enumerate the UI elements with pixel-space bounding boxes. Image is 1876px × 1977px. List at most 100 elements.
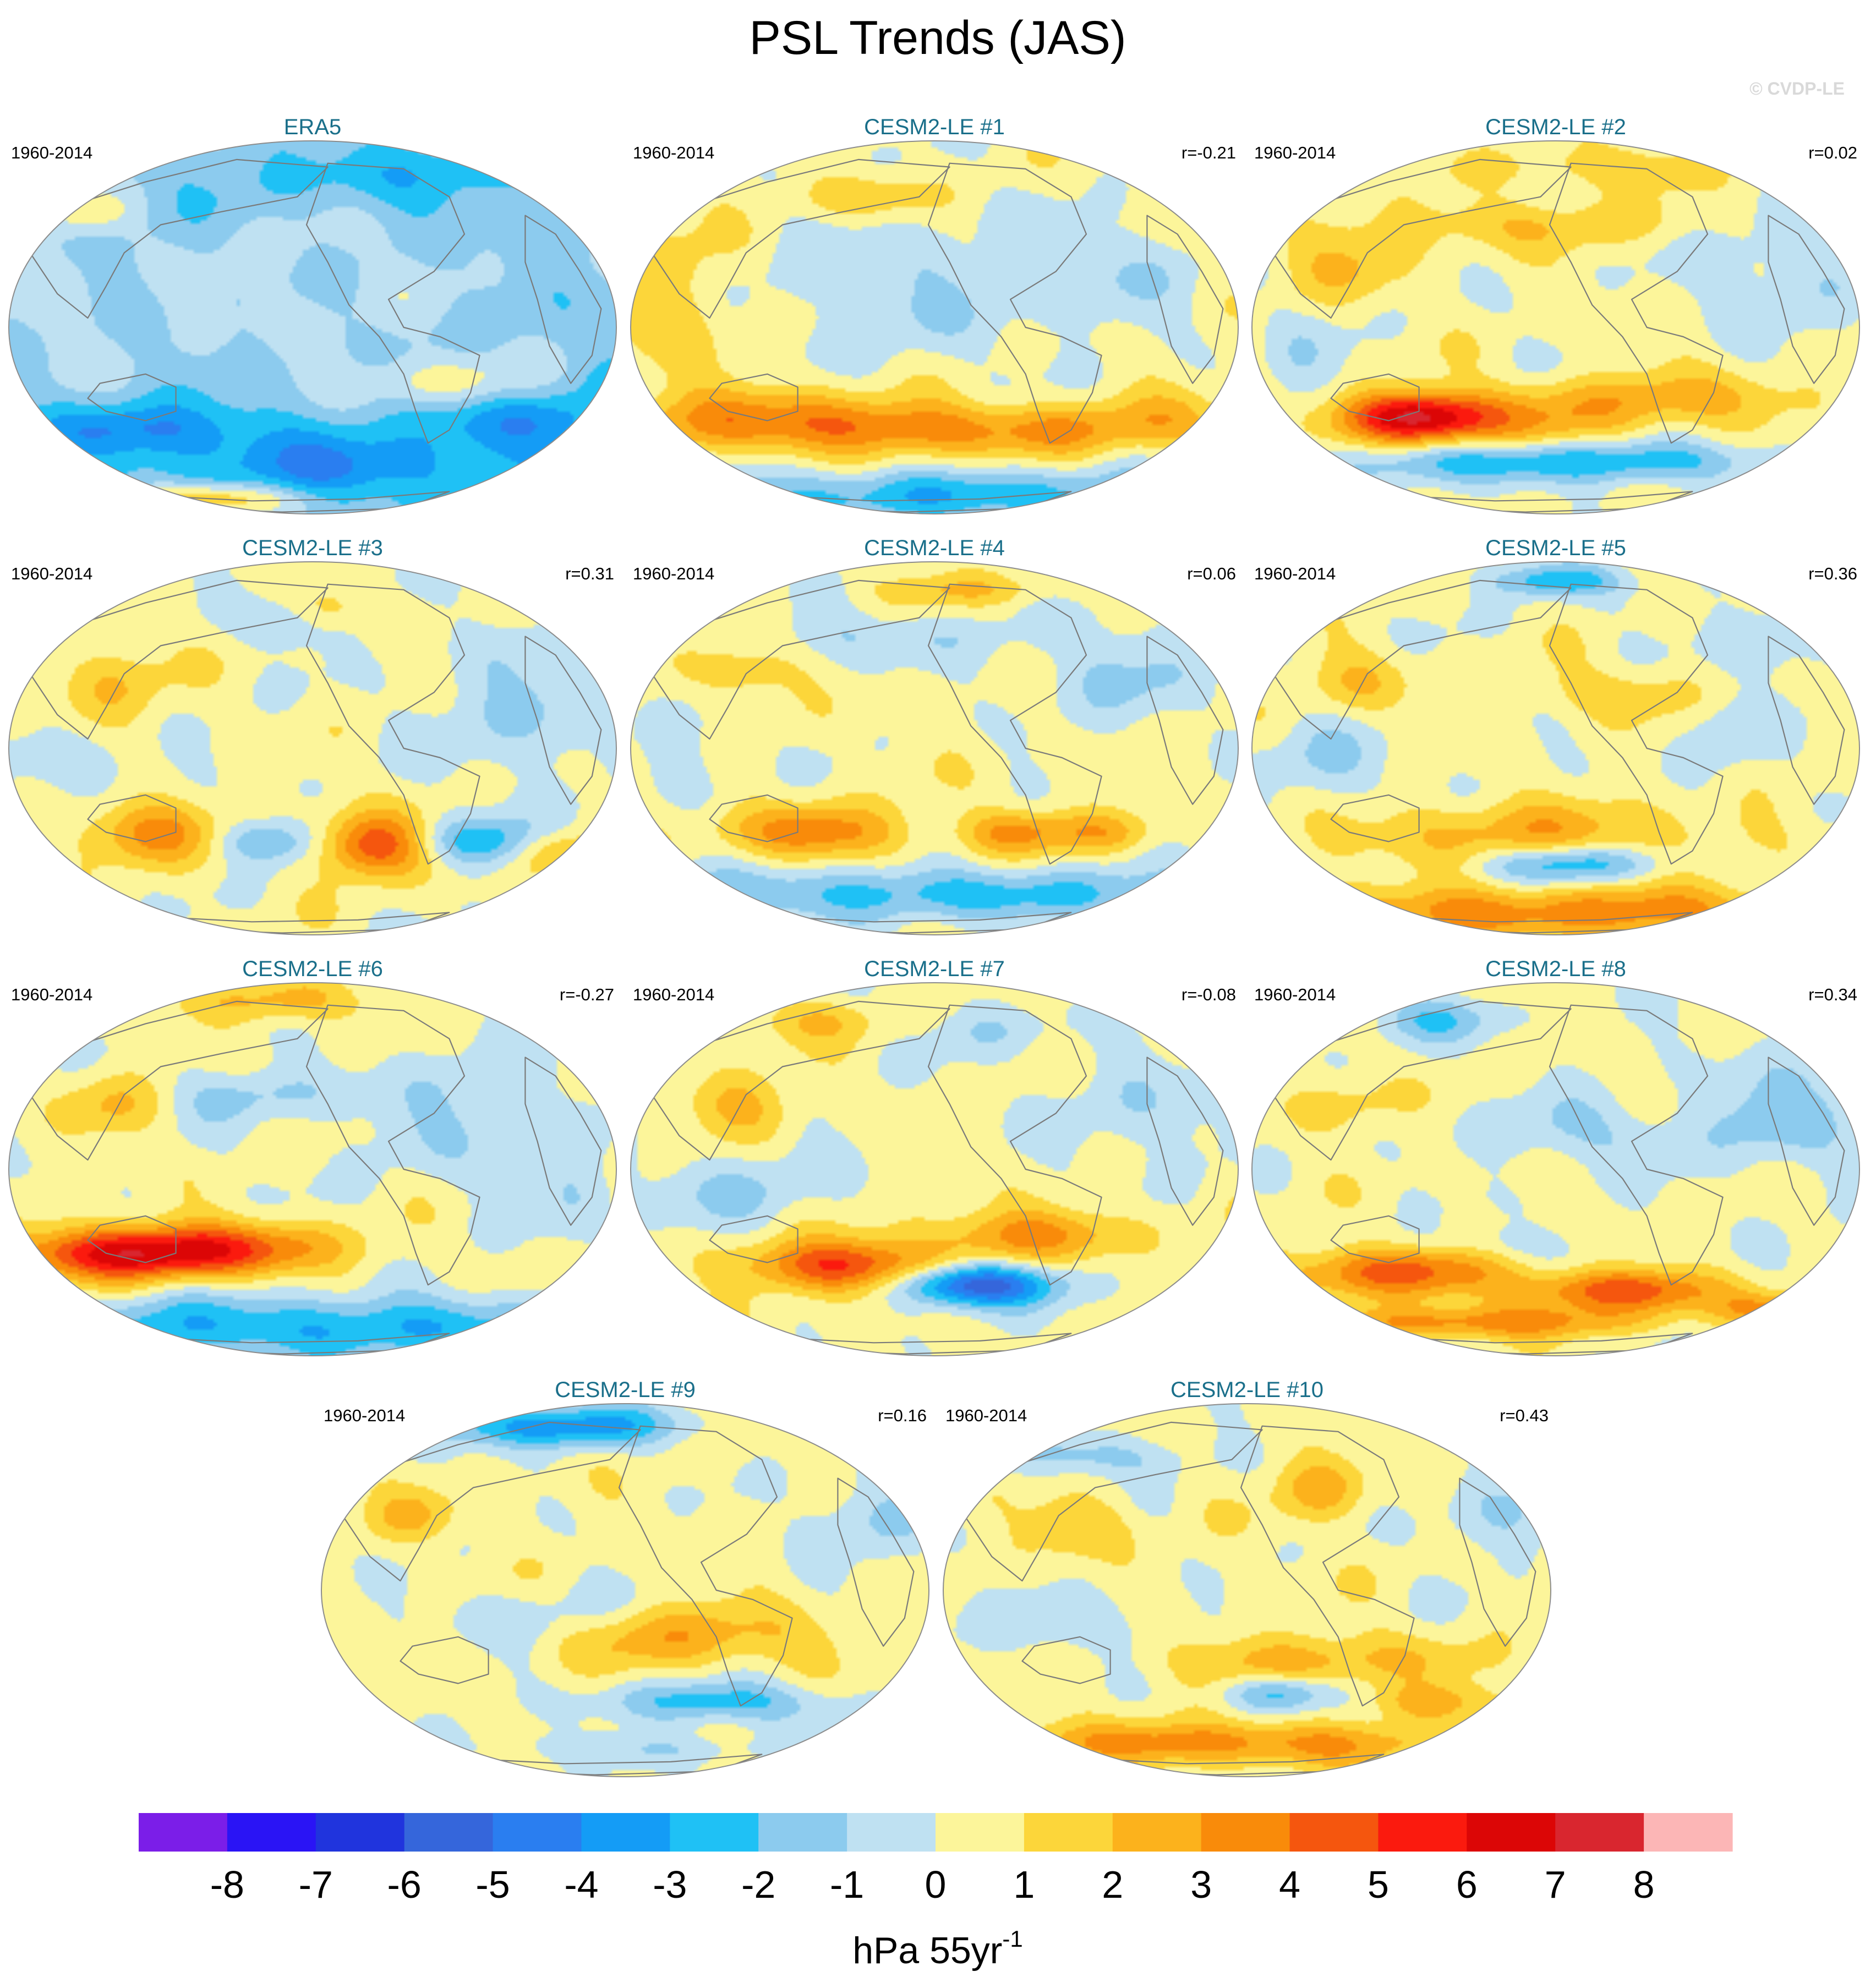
panel-period: 1960-2014 bbox=[11, 985, 92, 1004]
panel-period: 1960-2014 bbox=[11, 564, 92, 583]
panel-correlation: r=-0.21 bbox=[1182, 143, 1236, 162]
colorbar-box bbox=[581, 1813, 670, 1852]
map-outline bbox=[630, 140, 1239, 514]
watermark: © CVDP-LE bbox=[1749, 79, 1845, 98]
colorbar-tick-label: -8 bbox=[210, 1863, 244, 1906]
map-panel: CESM2-LE #1 1960-2014 r=-0.21 bbox=[630, 115, 1239, 514]
trend-field bbox=[9, 983, 616, 1356]
trend-field bbox=[1252, 983, 1859, 1356]
panel-period: 1960-2014 bbox=[945, 1406, 1027, 1425]
map-panel: CESM2-LE #3 1960-2014 r=0.31 bbox=[8, 536, 617, 935]
panel-title: ERA5 bbox=[284, 115, 342, 139]
map-outline bbox=[8, 140, 617, 514]
map-panel: CESM2-LE #6 1960-2014 r=-0.27 bbox=[8, 957, 617, 1356]
colorbar-tick-label: 2 bbox=[1102, 1863, 1123, 1906]
colorbar-box bbox=[1024, 1813, 1113, 1852]
colorbar-box bbox=[1644, 1813, 1733, 1852]
panel-period: 1960-2014 bbox=[633, 564, 714, 583]
colorbar-box bbox=[1467, 1813, 1556, 1852]
map-panel: CESM2-LE #2 1960-2014 r=0.02 bbox=[1251, 115, 1860, 514]
map-panel: CESM2-LE #5 1960-2014 r=0.36 bbox=[1251, 536, 1860, 935]
map-panel: CESM2-LE #8 1960-2014 r=0.34 bbox=[1251, 957, 1860, 1356]
colorbar-tick-label: 8 bbox=[1633, 1863, 1655, 1906]
map-panel: ERA5 1960-2014 bbox=[8, 115, 617, 514]
colorbar-tick-label: 5 bbox=[1368, 1863, 1389, 1906]
colorbar-tick-label: -2 bbox=[741, 1863, 775, 1906]
colorbar-tick-label: 4 bbox=[1279, 1863, 1300, 1906]
colorbar-box bbox=[1201, 1813, 1290, 1852]
colorbar-box bbox=[493, 1813, 582, 1852]
colorbar-box bbox=[404, 1813, 494, 1852]
colorbar-box bbox=[847, 1813, 936, 1852]
panel-title: CESM2-LE #2 bbox=[1485, 115, 1626, 139]
panel-title: CESM2-LE #3 bbox=[242, 536, 383, 560]
map-panel: CESM2-LE #7 1960-2014 r=-0.08 bbox=[630, 957, 1239, 1356]
colorbar: -8 -7 -6 -5 -4 -3 -2 -1 0 1 2 3 4 5 6 7 8 bbox=[139, 1813, 1733, 1906]
panel-title: CESM2-LE #8 bbox=[1485, 957, 1626, 981]
map-outline bbox=[630, 982, 1239, 1356]
colorbar-tick-label: 1 bbox=[1013, 1863, 1035, 1906]
map-panel: CESM2-LE #9 1960-2014 r=0.16 bbox=[321, 1378, 929, 1777]
trend-field bbox=[9, 562, 616, 935]
colorbar-tick-label: -1 bbox=[830, 1863, 864, 1906]
colorbar-tick-label: -5 bbox=[475, 1863, 510, 1906]
map-panels: ERA5 1960-2014 CESM2-LE #1 1960-2014 r=-0.21… bbox=[8, 115, 1860, 1777]
panel-correlation: r=0.36 bbox=[1808, 564, 1857, 583]
colorbar-box bbox=[1112, 1813, 1202, 1852]
colorbar-tick-label: -7 bbox=[299, 1863, 333, 1906]
map-outline bbox=[943, 1403, 1551, 1777]
colorbar-units-label: hPa 55yr-1 bbox=[852, 1926, 1023, 1971]
panel-period: 1960-2014 bbox=[633, 985, 714, 1004]
panel-period: 1960-2014 bbox=[633, 143, 714, 162]
trend-field bbox=[631, 983, 1238, 1356]
coastlines bbox=[964, 1421, 1536, 1776]
colorbar-box bbox=[758, 1813, 847, 1852]
colorbar-box bbox=[227, 1813, 316, 1852]
figure-title: PSL Trends (JAS) bbox=[749, 12, 1126, 64]
trend-field bbox=[1252, 141, 1859, 514]
panel-correlation: r=0.43 bbox=[1500, 1406, 1549, 1425]
coastlines bbox=[651, 158, 1224, 513]
colorbar-box bbox=[315, 1813, 405, 1852]
colorbar-tick-label: -6 bbox=[387, 1863, 422, 1906]
panel-period: 1960-2014 bbox=[1254, 143, 1336, 162]
panel-title: CESM2-LE #4 bbox=[864, 536, 1005, 560]
panel-correlation: r=0.02 bbox=[1808, 143, 1857, 162]
map-outline bbox=[8, 561, 617, 935]
panel-correlation: r=0.06 bbox=[1187, 564, 1236, 583]
colorbar-box bbox=[670, 1813, 759, 1852]
panel-correlation: r=0.34 bbox=[1808, 985, 1857, 1004]
panel-correlation: r=0.16 bbox=[878, 1406, 927, 1425]
map-outline bbox=[321, 1403, 929, 1777]
map-outline bbox=[1251, 140, 1860, 514]
colorbar-tick-label: 6 bbox=[1456, 1863, 1478, 1906]
panel-title: CESM2-LE #6 bbox=[242, 957, 383, 981]
colorbar-box bbox=[1378, 1813, 1467, 1852]
panel-title: CESM2-LE #9 bbox=[555, 1378, 696, 1402]
panel-title: CESM2-LE #5 bbox=[1485, 536, 1626, 560]
map-panel: CESM2-LE #4 1960-2014 r=0.06 bbox=[630, 536, 1239, 935]
panel-period: 1960-2014 bbox=[11, 143, 92, 162]
map-outline bbox=[630, 561, 1239, 935]
trend-field bbox=[943, 1404, 1551, 1777]
map-outline bbox=[1251, 561, 1860, 935]
panel-title: CESM2-LE #1 bbox=[864, 115, 1005, 139]
colorbar-box bbox=[936, 1813, 1025, 1852]
trend-field bbox=[631, 141, 1238, 514]
colorbar-box bbox=[1555, 1813, 1644, 1852]
panel-period: 1960-2014 bbox=[1254, 564, 1336, 583]
panel-correlation: r=-0.27 bbox=[560, 985, 614, 1004]
colorbar-box bbox=[1289, 1813, 1379, 1852]
colorbar-tick-label: -4 bbox=[564, 1863, 598, 1906]
trend-field bbox=[631, 562, 1238, 935]
trend-field bbox=[1252, 562, 1859, 935]
map-outline bbox=[8, 982, 617, 1356]
panel-period: 1960-2014 bbox=[324, 1406, 405, 1425]
trend-field bbox=[9, 141, 616, 514]
map-panel: CESM2-LE #10 1960-2014 r=0.43 bbox=[943, 1378, 1551, 1777]
colorbar-tick-label: 0 bbox=[925, 1863, 947, 1906]
map-outline bbox=[1251, 982, 1860, 1356]
coastlines bbox=[29, 158, 602, 513]
panel-correlation: r=0.31 bbox=[565, 564, 614, 583]
